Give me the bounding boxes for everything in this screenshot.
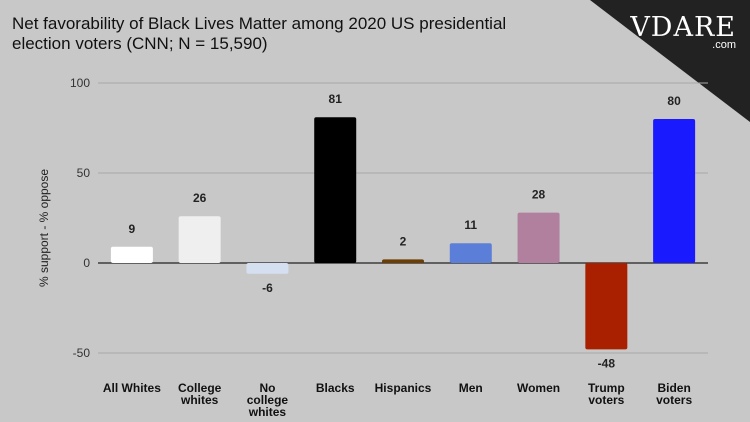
category-label: College whites xyxy=(178,381,222,407)
data-label: 2 xyxy=(400,234,407,248)
category-label-line: voters xyxy=(656,393,692,407)
logo-corner-background xyxy=(590,0,750,122)
data-label: 9 xyxy=(129,222,136,236)
category-label: Hispanics xyxy=(375,381,432,395)
y-tick-label: 100 xyxy=(70,76,90,90)
data-label: 11 xyxy=(464,218,477,232)
category-label-line: College xyxy=(178,381,222,395)
category-label: No college whites xyxy=(247,381,289,419)
bar xyxy=(449,243,492,263)
bar xyxy=(178,216,221,263)
bar xyxy=(382,259,424,263)
category-label: Biden voters xyxy=(656,381,692,407)
y-tick-label: 0 xyxy=(83,256,90,270)
chart-title: Net favorability of Black Lives Matter a… xyxy=(12,14,532,54)
category-label-line: Trump xyxy=(588,381,625,395)
category-label: All Whites xyxy=(103,381,161,395)
category-label-line: No xyxy=(259,381,275,395)
vdare-logo: VDARE .com xyxy=(630,12,736,51)
logo-text: VDARE xyxy=(630,12,736,43)
category-label-line: Women xyxy=(517,381,560,395)
data-label: 28 xyxy=(532,188,546,202)
category-label: Blacks xyxy=(316,381,355,395)
bar xyxy=(110,246,153,263)
logo-suffix: .com xyxy=(712,39,736,51)
category-label: Women xyxy=(517,381,560,395)
y-tick-label: -50 xyxy=(73,346,91,360)
bar xyxy=(246,263,289,274)
y-axis-title: % support - % oppose xyxy=(37,169,51,287)
y-tick-label: 50 xyxy=(77,166,91,180)
data-label: -6 xyxy=(262,281,273,295)
data-label: 80 xyxy=(667,94,681,108)
category-label-line: college xyxy=(247,393,289,407)
data-label: 81 xyxy=(329,92,343,106)
category-label: Trump voters xyxy=(588,381,625,407)
data-label: -48 xyxy=(598,356,616,370)
category-label-line: Biden xyxy=(657,381,690,395)
category-label-line: whites xyxy=(248,405,287,419)
bar xyxy=(585,263,628,350)
category-label-line: Hispanics xyxy=(375,381,432,395)
bar xyxy=(314,117,357,263)
data-label: 26 xyxy=(193,191,207,205)
category-label-line: voters xyxy=(588,393,624,407)
category-label-line: Blacks xyxy=(316,381,355,395)
category-label-line: Men xyxy=(459,381,483,395)
category-label: Men xyxy=(459,381,483,395)
category-label-line: All Whites xyxy=(103,381,161,395)
bar xyxy=(517,212,560,263)
bar xyxy=(653,119,696,263)
chart-title-line-1: Net favorability of Black Lives Matter a… xyxy=(12,14,507,33)
chart-title-line-2: election voters (CNN; N = 15,590) xyxy=(12,34,268,53)
category-label-line: whites xyxy=(180,393,219,407)
